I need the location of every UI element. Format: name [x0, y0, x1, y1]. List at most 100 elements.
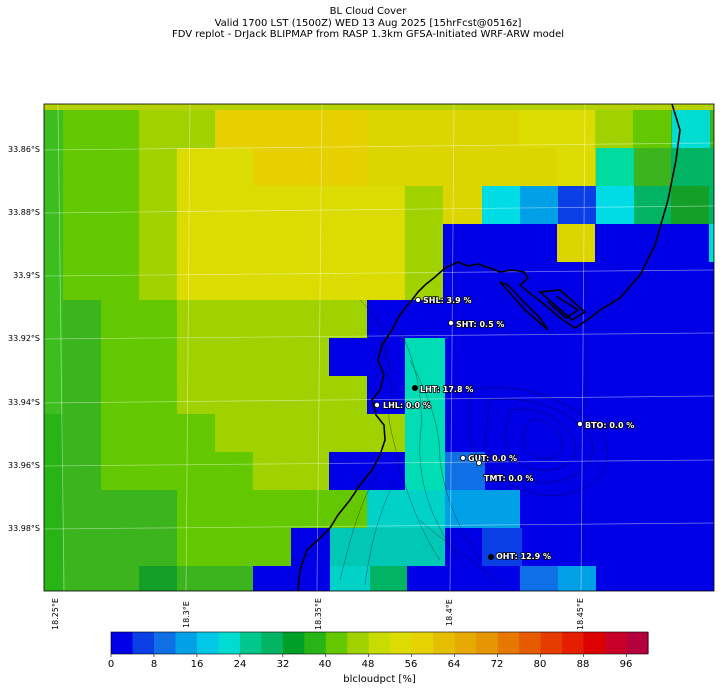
station-marker — [475, 459, 482, 466]
field-cell — [633, 148, 672, 187]
field-cell — [443, 224, 482, 263]
colorbar-tick-label: 80 — [533, 659, 547, 670]
field-cell — [215, 376, 254, 415]
field-cell — [595, 452, 634, 491]
colorbar-segment — [132, 632, 155, 654]
terrain-contours — [339, 299, 609, 586]
field-cell — [215, 490, 254, 529]
field-cell — [139, 110, 178, 149]
colorbar-segment — [282, 632, 305, 654]
field-cell — [101, 224, 140, 263]
colorbar-title: blcloudpct [%] — [343, 674, 416, 685]
colorbar-segment — [433, 632, 456, 654]
field-cell — [253, 490, 292, 529]
lat-tick-label: 33.94°S — [8, 398, 40, 407]
station-marker — [447, 319, 454, 326]
field-cell — [557, 376, 596, 415]
lat-tick-label: 33.88°S — [8, 208, 40, 217]
field-cell — [139, 528, 178, 567]
field-cell — [63, 224, 102, 263]
field-cell — [595, 566, 634, 591]
field-cell — [139, 224, 178, 263]
field-cell — [671, 604, 710, 643]
colorbar-segment — [583, 632, 606, 654]
field-cell — [63, 414, 102, 453]
field-cell — [481, 110, 520, 149]
title-line-3: FDV replot - DrJack BLIPMAP from RASP 1.… — [171, 29, 565, 40]
colorbar-segment — [454, 632, 477, 654]
field-cell — [329, 186, 368, 225]
field-cell — [253, 414, 292, 453]
field-cell — [44, 452, 64, 491]
colorbar-ticks — [110, 654, 627, 657]
field-cell — [367, 186, 406, 225]
field-cell — [595, 338, 634, 377]
colorbar-segment — [261, 632, 284, 654]
field-cell — [101, 414, 140, 453]
colorbar-tick-label: 8 — [150, 659, 158, 670]
field-cell — [671, 414, 710, 453]
field-cell — [177, 110, 216, 149]
field-cell — [633, 186, 672, 225]
field-cell — [443, 376, 482, 415]
field-cell — [595, 490, 634, 529]
field-cell — [709, 490, 714, 529]
field-cell — [44, 490, 64, 529]
field-cell — [557, 148, 596, 187]
field-cell — [557, 110, 596, 149]
field-cell — [44, 148, 64, 187]
field-cell — [709, 528, 714, 567]
field-cell — [44, 376, 64, 415]
field-cell — [215, 528, 254, 567]
colorbar-tick-label: 24 — [233, 659, 247, 670]
lat-tick-label: 33.98°S — [8, 524, 40, 533]
field-cell — [709, 300, 714, 339]
field-cell — [671, 528, 710, 567]
field-cell — [139, 414, 178, 453]
field-cell — [367, 300, 406, 339]
field-cell — [44, 338, 64, 377]
field-cell — [139, 262, 178, 301]
field-cell — [633, 490, 672, 529]
field-cell — [215, 148, 254, 187]
colorbar-segment — [626, 632, 649, 654]
field-cell — [291, 452, 330, 491]
field-cell — [44, 528, 64, 567]
field-cell — [177, 262, 216, 301]
field-cell — [709, 452, 714, 491]
field-cell — [329, 452, 368, 491]
field-cell — [633, 224, 672, 263]
lon-tick-label: 18.45°E — [576, 598, 585, 630]
field-cell — [291, 224, 330, 263]
field-cell — [101, 110, 140, 149]
field-cell — [215, 262, 254, 301]
station-label: LHT: 17.8 % — [420, 385, 473, 394]
field-cell — [405, 262, 444, 301]
field-cell — [595, 300, 634, 339]
field-cell — [367, 110, 406, 149]
field-cell — [253, 566, 292, 591]
colorbar-segment — [304, 632, 327, 654]
field-cell — [519, 148, 558, 187]
field-cell — [139, 490, 178, 529]
colorbar-tick-label: 16 — [190, 659, 204, 670]
station-label: TMT: 0.0 % — [484, 474, 533, 483]
station-marker — [459, 454, 466, 461]
colorbar — [111, 632, 649, 654]
colorbar-segment — [390, 632, 413, 654]
station-marker — [487, 554, 494, 561]
colorbar-frame — [110, 631, 649, 655]
colorbar-tick-label: 56 — [404, 659, 418, 670]
lat-tick-label: 33.9°S — [13, 271, 40, 280]
field-cell — [139, 186, 178, 225]
field-cell — [519, 110, 558, 149]
field-cell — [177, 490, 216, 529]
colorbar-tick-label: 72 — [490, 659, 504, 670]
field-cell — [44, 262, 64, 301]
colorbar-segment — [111, 632, 134, 654]
field-cell — [44, 186, 64, 225]
colorbar-segment — [218, 632, 241, 654]
field-cell — [101, 186, 140, 225]
field-cell — [101, 452, 140, 491]
